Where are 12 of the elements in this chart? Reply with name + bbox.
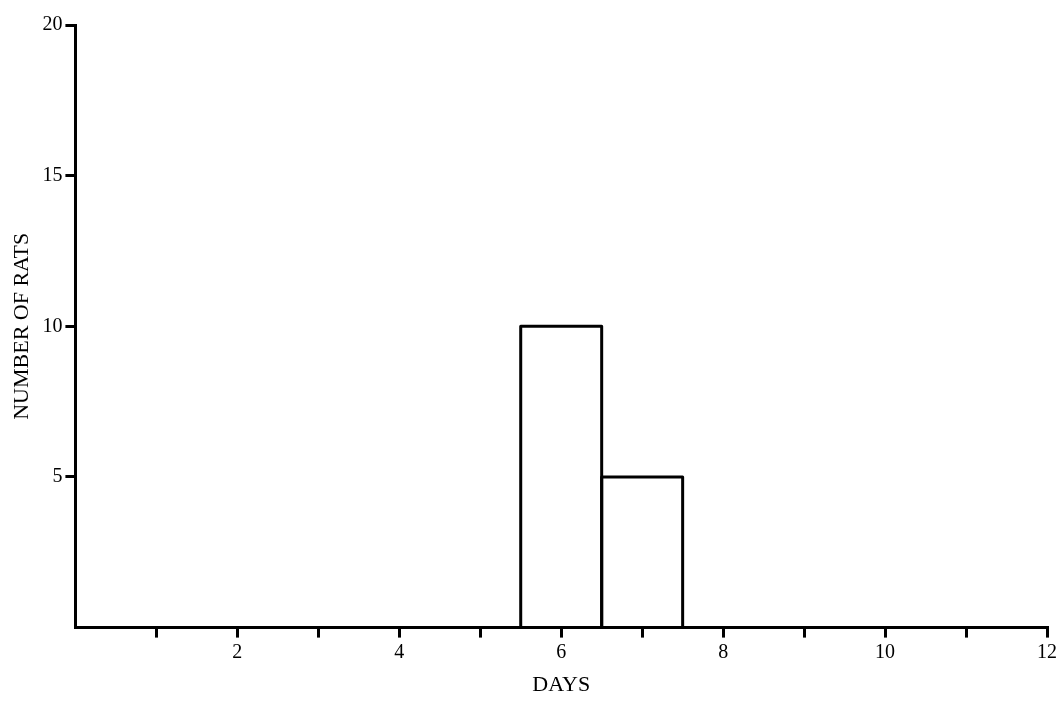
x-tick-label: 10 [875,639,896,662]
y-tick-label: 10 [42,313,63,336]
x-tick-label: 4 [394,639,405,662]
x-tick-label: 2 [232,639,243,662]
x-axis-title: DAYS [532,670,591,696]
y-axis-title: NUMBER OF RATS [7,232,33,420]
y-tick-label: 15 [42,162,63,185]
x-tick-label: 8 [718,639,729,662]
x-tick-label: 12 [1037,639,1057,662]
x-tick-label: 6 [556,639,567,662]
y-tick-label: 20 [42,12,63,35]
y-tick-label: 5 [52,464,63,487]
